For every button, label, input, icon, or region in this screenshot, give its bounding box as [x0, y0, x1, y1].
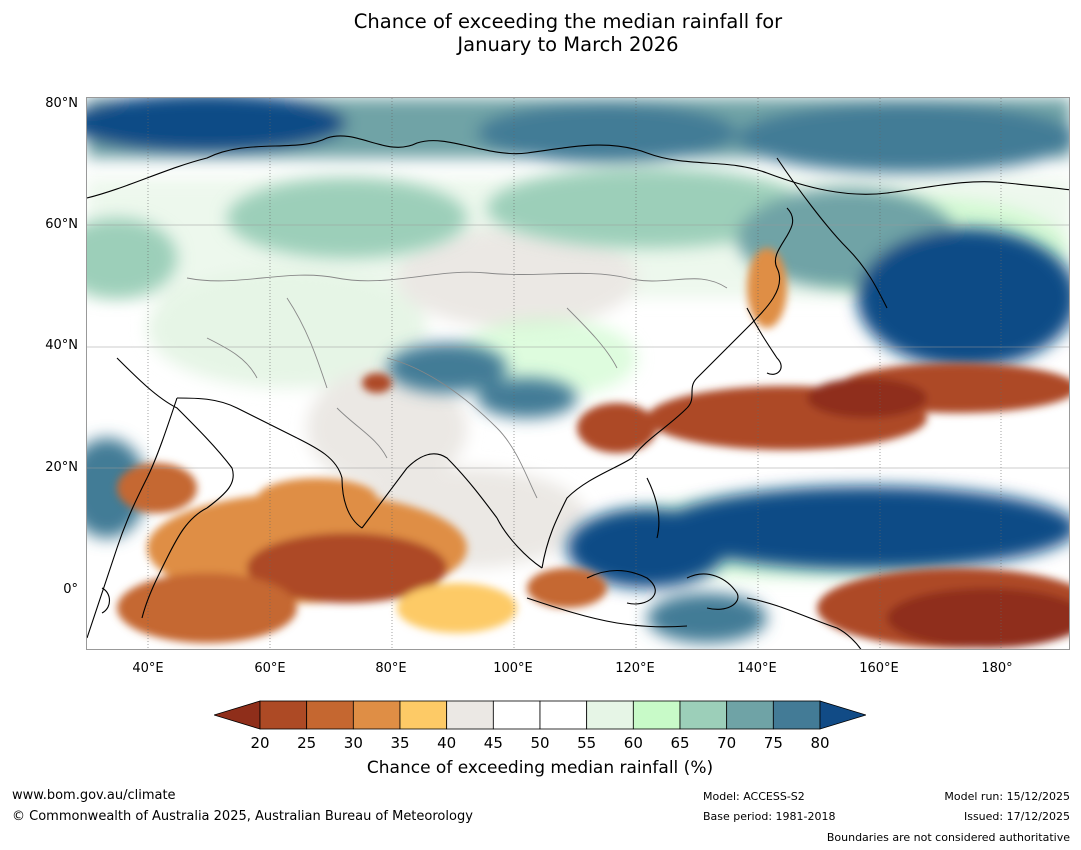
colorbar-segment	[632, 700, 681, 730]
colorbar-tick-label: 45	[483, 734, 503, 752]
colorbar-tick-label: 40	[437, 734, 457, 752]
colorbar-segment	[399, 700, 448, 730]
colorbar-segment	[259, 700, 308, 730]
colorbar-tick-label: 55	[577, 734, 597, 752]
gridlines	[147, 98, 1002, 649]
colorbar-segment	[306, 700, 354, 730]
footer-model-run: Model run: 15/12/2025	[944, 790, 1070, 803]
lat-label-0: 0°	[63, 582, 78, 597]
colorbar-tick-label: 30	[343, 734, 363, 752]
chart-title: Chance of exceeding the median rainfall …	[0, 10, 1081, 56]
lat-label-60n: 60°N	[45, 217, 78, 232]
colorbar-segment	[772, 700, 821, 730]
title-line-2: January to March 2026	[457, 33, 679, 56]
colorbar-tick-label: 60	[623, 734, 643, 752]
colorbar-tick-label: 50	[530, 734, 550, 752]
lat-label-80n: 80°N	[45, 96, 78, 111]
title-line-1: Chance of exceeding the median rainfall …	[353, 10, 783, 33]
country-borders	[186, 271, 728, 499]
coastlines	[87, 135, 1069, 649]
shading-wet	[87, 98, 1069, 643]
footer-model: Model: ACCESS-S2	[703, 790, 805, 803]
colorbar-tick-label: 70	[717, 734, 737, 752]
footer-boundaries-note: Boundaries are not considered authoritat…	[826, 831, 1070, 844]
colorbar-segment	[492, 700, 541, 730]
lon-label-40e: 40°E	[132, 661, 164, 676]
colorbar-tick-label: 75	[763, 734, 783, 752]
colorbar-tick-label: 80	[810, 734, 830, 752]
lon-label-180: 180°	[981, 661, 1013, 676]
lon-label-120e: 120°E	[615, 661, 655, 676]
lon-label-160e: 160°E	[859, 661, 899, 676]
colorbar-tick-label: 65	[670, 734, 690, 752]
colorbar	[214, 700, 866, 730]
colorbar-segment	[446, 700, 494, 730]
latitude-lines	[87, 224, 1069, 469]
footer-issued: Issued: 17/12/2025	[963, 810, 1070, 823]
colorbar-extend-low	[214, 700, 261, 730]
colorbar-tick-label: 20	[250, 734, 270, 752]
lat-label-40n: 40°N	[45, 338, 78, 353]
map-canvas	[87, 98, 1069, 649]
lon-label-140e: 140°E	[737, 661, 777, 676]
colorbar-segment	[679, 700, 728, 730]
colorbar-segment	[726, 700, 774, 730]
rainfall-map	[86, 97, 1070, 650]
lat-label-20n: 20°N	[45, 460, 78, 475]
colorbar-segment	[586, 700, 634, 730]
lon-label-80e: 80°E	[375, 661, 407, 676]
colorbar-tick-label: 35	[390, 734, 410, 752]
colorbar-tick-label: 25	[297, 734, 317, 752]
colorbar-segment	[352, 700, 401, 730]
colorbar-segment	[539, 700, 588, 730]
colorbar-extend-high	[819, 700, 866, 730]
lon-label-100e: 100°E	[493, 661, 533, 676]
footer-copyright: © Commonwealth of Australia 2025, Austra…	[12, 809, 473, 824]
colorbar-label: Chance of exceeding median rainfall (%)	[366, 758, 714, 778]
footer-base-period: Base period: 1981-2018	[703, 810, 836, 823]
footer-url[interactable]: www.bom.gov.au/climate	[12, 788, 176, 803]
lon-label-60e: 60°E	[254, 661, 286, 676]
